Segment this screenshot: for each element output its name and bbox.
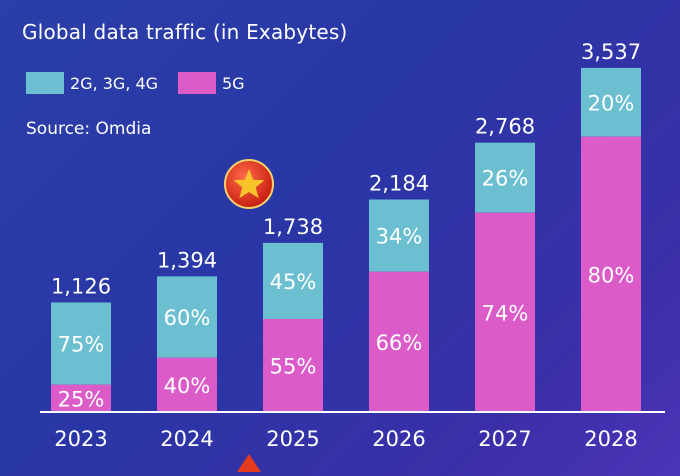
bar-segment-5g [581,136,641,412]
x-tick-label: 2024 [160,427,213,451]
x-tick-label: 2026 [372,427,425,451]
total-label: 1,738 [263,215,323,239]
legend-item-5g: 5G [178,72,245,94]
x-tick-label: 2028 [584,427,637,451]
x-tick-label: 2023 [54,427,107,451]
bar-segment-2g-3g-4g [369,199,429,272]
legend-label-5g: 5G [222,73,245,93]
bar-segment-5g [369,271,429,412]
data-label-2g-3g-4g: 75% [58,333,105,357]
bar-segment-5g [475,212,535,412]
bar-segment-2g-3g-4g [157,276,217,358]
bar-segment-5g [51,384,111,412]
bar-segment-2g-3g-4g [51,302,111,385]
data-label-5g: 80% [588,263,635,287]
triangle-pointer-icon [237,454,261,472]
legend-item-2g-3g-4g: 2G, 3G, 4G [26,72,158,94]
bar-segment-2g-3g-4g [263,242,323,319]
legend-label-2g-3g-4g: 2G, 3G, 4G [70,73,159,93]
bar-segment-5g [263,318,323,412]
x-tick-label: 2025 [266,427,319,451]
star-badge-icon [224,159,274,209]
data-label-5g: 25% [58,387,105,411]
total-label: 3,537 [581,40,641,64]
data-label-5g: 66% [376,331,423,355]
data-label-5g: 74% [482,301,529,325]
source-note: Source: Omdia [26,119,152,139]
legend-swatch-5g [178,72,216,94]
data-label-2g-3g-4g: 60% [164,306,211,330]
data-label-5g: 55% [270,354,317,378]
total-label: 2,768 [475,115,535,139]
data-label-2g-3g-4g: 20% [588,91,635,115]
total-label: 1,394 [157,248,217,272]
legend-swatch-2g-3g-4g [26,72,64,94]
data-label-2g-3g-4g: 34% [376,225,423,249]
x-tick-label: 2027 [478,427,531,451]
data-label-5g: 40% [164,374,211,398]
chart-title: Global data traffic (in Exabytes) [22,20,348,44]
data-label-2g-3g-4g: 45% [270,270,317,294]
bar-segment-2g-3g-4g [581,67,641,137]
total-label: 1,126 [51,274,111,298]
data-label-2g-3g-4g: 26% [482,167,529,191]
x-axis-baseline [40,411,665,413]
bar-segment-2g-3g-4g [475,142,535,213]
total-label: 2,184 [369,172,429,196]
bar-segment-5g [157,357,217,412]
